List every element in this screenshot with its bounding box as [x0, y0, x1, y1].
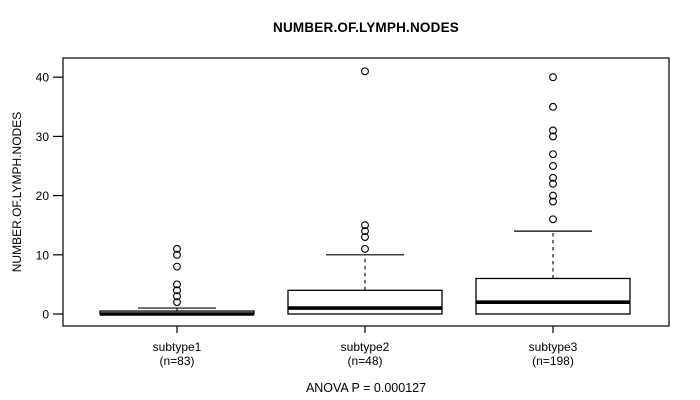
outlier-point-subtype1	[173, 244, 181, 253]
outlier-point-subtype1	[173, 250, 181, 259]
y-tick-label: 0	[42, 308, 49, 322]
box-subtype2	[287, 289, 443, 315]
outlier-point-subtype3	[549, 162, 557, 170]
y-tick-label: 10	[36, 248, 50, 262]
chart-title: NUMBER.OF.LYMPH.NODES	[273, 20, 459, 35]
group-label-subtype3: subtype3	[529, 340, 578, 354]
group-sublabel-subtype2: (n=48)	[347, 354, 382, 368]
outlier-point-subtype2	[361, 227, 369, 236]
outlier-point-subtype3	[549, 215, 557, 224]
outlier-point-subtype2	[361, 67, 369, 76]
outlier-point-subtype3	[549, 179, 557, 188]
outlier-point-subtype1	[173, 298, 181, 307]
group-label-subtype2: subtype2	[341, 340, 390, 354]
outlier-point-subtype3	[549, 197, 557, 206]
plot-frame	[62, 57, 670, 327]
y-tick-label: 30	[36, 130, 50, 144]
y-tick-label: 40	[36, 71, 50, 85]
y-tick-label: 20	[36, 189, 50, 203]
anova-annotation: ANOVA P = 0.000127	[305, 381, 427, 395]
outlier-point-subtype3	[549, 132, 557, 141]
outlier-point-subtype3	[549, 173, 557, 182]
outlier-point-subtype1	[173, 280, 181, 289]
outlier-point-subtype1	[173, 286, 181, 295]
outlier-point-subtype2	[361, 221, 369, 230]
group-label-subtype1: subtype1	[153, 340, 202, 354]
outlier-point-subtype1	[173, 292, 181, 301]
outlier-point-subtype2	[361, 244, 369, 253]
outlier-point-subtype3	[549, 126, 557, 135]
outlier-point-subtype1	[173, 262, 181, 271]
group-sublabel-subtype1: (n=83)	[159, 354, 194, 368]
outlier-point-subtype2	[361, 233, 369, 241]
outlier-point-subtype3	[549, 73, 557, 82]
group-sublabel-subtype3: (n=198)	[532, 354, 574, 368]
outlier-point-subtype3	[549, 191, 557, 200]
outlier-point-subtype3	[549, 150, 557, 159]
box-subtype3	[475, 277, 631, 315]
outlier-point-subtype3	[549, 102, 557, 111]
